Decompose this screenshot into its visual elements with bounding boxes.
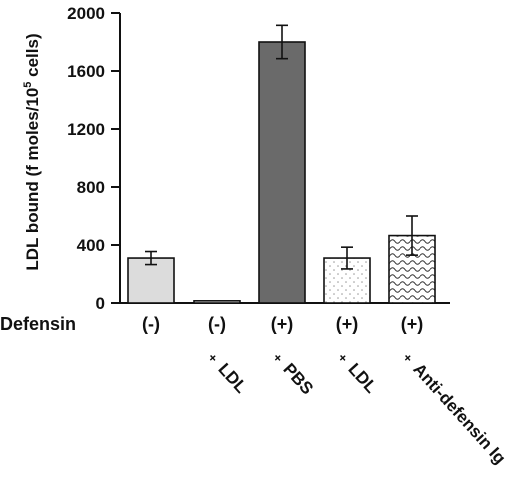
treatment-label: +Anti-defensin Ig xyxy=(399,348,510,468)
defensin-status-label: (+) xyxy=(401,314,424,334)
bars-group xyxy=(127,24,436,304)
svg-text:+Anti-defensin Ig: +Anti-defensin Ig xyxy=(399,348,510,468)
plus-sign: + xyxy=(400,350,417,366)
treatment-name: LDL xyxy=(214,360,250,397)
svg-text:LDL bound (f moles/105 cell: LDL bound (f moles/105 cells) xyxy=(22,33,42,270)
y-axis-label: LDL bound (f moles/10 xyxy=(23,88,42,271)
treatment-name: Anti-defensin Ig xyxy=(409,360,509,468)
bar xyxy=(258,41,306,304)
condition-labels: (-) (-) (+) (+) (+) xyxy=(142,314,423,334)
y-tick-label: 1200 xyxy=(67,120,105,139)
svg-text:+LDL: +LDL xyxy=(334,348,381,397)
svg-text:+LDL: +LDL xyxy=(204,348,251,397)
bar xyxy=(193,300,241,304)
y-tick-label: 400 xyxy=(77,236,105,255)
y-axis-label-exponent: 5 xyxy=(22,82,34,88)
y-tick-label: 800 xyxy=(77,178,105,197)
treatment-labels: +LDL+PBS+LDL+Anti-defensin Ig xyxy=(204,348,510,468)
defensin-status-label: (-) xyxy=(208,314,226,334)
bar xyxy=(127,257,175,304)
defensin-status-label: (+) xyxy=(336,314,359,334)
y-axis-title: LDL bound (f moles/105 cells) xyxy=(22,33,42,270)
defensin-status-label: (+) xyxy=(271,314,294,334)
treatment-name: PBS xyxy=(279,360,317,399)
plus-sign: + xyxy=(205,350,222,366)
treatment-label: +LDL xyxy=(334,348,381,397)
defensin-row-label: Defensin xyxy=(0,314,76,334)
treatment-label: +LDL xyxy=(204,348,251,397)
y-tick-label: 2000 xyxy=(67,4,105,23)
defensin-status-label: (-) xyxy=(142,314,160,334)
bar xyxy=(323,257,371,304)
treatment-label: +PBS xyxy=(269,348,317,398)
plus-sign: + xyxy=(335,350,352,366)
y-axis-label-tail: cells) xyxy=(23,33,42,81)
treatment-name: LDL xyxy=(344,360,380,397)
y-tick-label: 0 xyxy=(96,294,105,313)
y-tick-label: 1600 xyxy=(67,62,105,81)
plus-sign: + xyxy=(270,350,287,366)
y-axis-ticks: 0 400 800 1200 1600 2000 xyxy=(67,4,120,313)
svg-text:+PBS: +PBS xyxy=(269,348,317,398)
